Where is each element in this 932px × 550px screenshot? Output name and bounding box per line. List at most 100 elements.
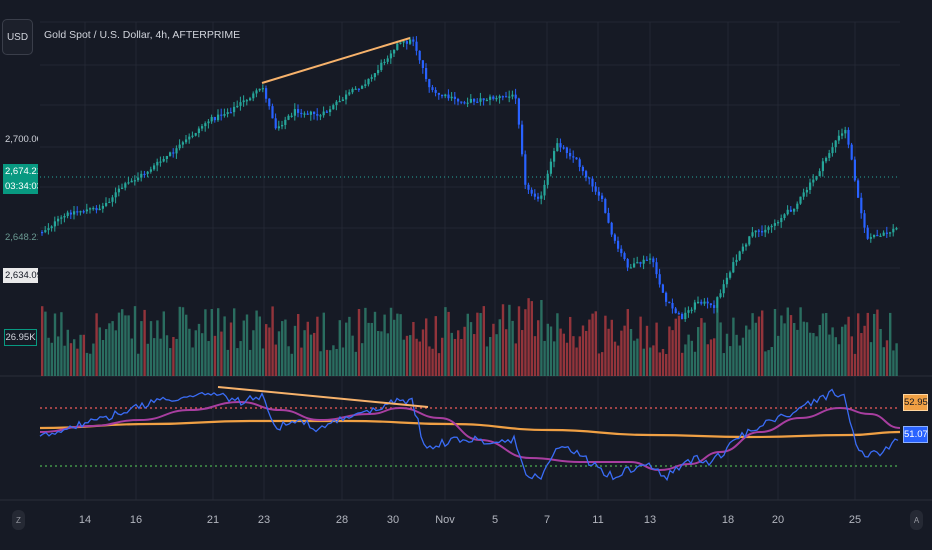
candle-body [277, 126, 280, 129]
volume-bar [716, 308, 719, 376]
candle-body [191, 135, 194, 137]
candle-body [111, 197, 114, 202]
candle-body [809, 182, 812, 190]
candle-body [514, 94, 517, 99]
candle-body [777, 222, 780, 224]
volume-bar [277, 331, 281, 376]
volume-bar [121, 309, 124, 376]
candle-body [757, 230, 760, 232]
rsi-long-ma-line [39, 419, 901, 439]
candle-body [821, 161, 824, 172]
candle-body [789, 209, 792, 212]
volume-bar [223, 316, 226, 376]
candle-body [495, 98, 498, 100]
candle-body [540, 195, 543, 199]
currency-button[interactable]: USD [2, 19, 33, 55]
volume-bar [258, 316, 261, 376]
time-axis-label: 5 [491, 514, 499, 526]
volume-bar [805, 322, 809, 376]
volume-bar [204, 309, 207, 376]
candle-body [863, 213, 866, 228]
candle-body [229, 112, 232, 114]
volume-bar [729, 346, 732, 376]
volume-bar [655, 322, 658, 376]
symbol-title[interactable]: Gold Spot / U.S. Dollar, 4h, AFTERPRIME [44, 29, 241, 41]
volume-bar [127, 315, 130, 376]
candle-body [143, 173, 146, 176]
volume-bar [732, 317, 735, 376]
candle-body [703, 301, 706, 304]
zoom-icon[interactable]: Z [12, 510, 25, 530]
candle-body [108, 201, 111, 204]
candle-body [386, 58, 389, 62]
candle-body [735, 259, 738, 263]
volume-bar [236, 348, 239, 376]
volume-bar [53, 313, 57, 376]
candle-body [748, 236, 751, 245]
volume-bar [268, 327, 271, 376]
candle-body [732, 262, 735, 273]
volume-bar [581, 325, 585, 376]
volume-bar [629, 328, 633, 376]
candle-body [693, 302, 696, 310]
volume-bar [210, 309, 213, 376]
time-axis-label: Nov [435, 514, 455, 526]
volume-bar [821, 313, 825, 376]
candle-body [645, 259, 648, 261]
volume-bar [249, 349, 252, 376]
volume-bar [133, 306, 137, 376]
volume-bar [425, 318, 428, 376]
candle-body [322, 111, 325, 116]
candle-body [121, 187, 124, 189]
volume-bar [393, 319, 396, 376]
candle-body [437, 92, 440, 95]
candle-body [473, 98, 476, 102]
volume-bar [338, 320, 341, 376]
volume-bar [703, 322, 706, 376]
candle-body [626, 259, 629, 268]
volume-bar [431, 348, 434, 376]
volume-bar [197, 323, 201, 376]
volume-bar [585, 330, 588, 376]
candle-body [114, 192, 117, 198]
candle-body [293, 109, 296, 116]
volume-bar [466, 313, 469, 376]
volume-bar [185, 314, 188, 376]
auto-scale-icon[interactable]: A [910, 510, 923, 530]
volume-bar [149, 321, 153, 376]
volume-bar [313, 332, 316, 376]
time-axis-label: 23 [257, 514, 271, 526]
candle-body [92, 207, 95, 210]
volume-bar [245, 314, 249, 376]
candle-body [53, 221, 56, 227]
volume-bar [178, 306, 181, 376]
candle-body [169, 152, 172, 156]
volume-bar [460, 338, 463, 376]
candle-body [105, 202, 108, 206]
volume-bar [597, 353, 601, 376]
volume-bar [607, 328, 610, 376]
candle-body [255, 90, 258, 94]
volume-bar [815, 336, 818, 376]
candle-body [741, 246, 744, 252]
volume-bar [677, 315, 681, 376]
volume-bar [681, 352, 684, 376]
candle-body [620, 248, 623, 254]
volume-bar [399, 314, 402, 376]
candle-body [533, 193, 536, 197]
volume-bar [79, 334, 82, 376]
volume-bar [690, 340, 693, 376]
time-axis-label: 28 [335, 514, 349, 526]
candle-body [82, 211, 85, 213]
candle-body [575, 157, 578, 160]
volume-bar [482, 306, 485, 376]
candle-body [130, 180, 133, 183]
candle-body [153, 165, 156, 170]
candle-body [738, 251, 741, 260]
volume-bar [869, 342, 873, 376]
volume-bar [591, 313, 594, 376]
volume-bar [95, 313, 98, 376]
volume-bar [76, 348, 79, 376]
